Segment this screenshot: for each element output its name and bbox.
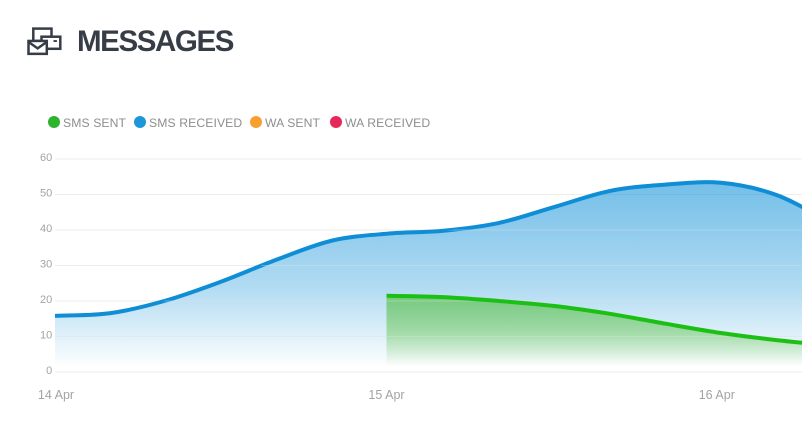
svg-text:15 Apr: 15 Apr: [368, 388, 404, 402]
svg-text:10: 10: [40, 330, 52, 342]
svg-text:0: 0: [46, 365, 52, 377]
svg-text:60: 60: [40, 152, 52, 164]
svg-text:14 Apr: 14 Apr: [38, 388, 74, 402]
svg-text:40: 40: [40, 223, 52, 235]
svg-text:50: 50: [40, 188, 52, 200]
svg-text:20: 20: [40, 294, 52, 306]
svg-text:30: 30: [40, 259, 52, 271]
svg-text:16 Apr: 16 Apr: [699, 388, 735, 402]
